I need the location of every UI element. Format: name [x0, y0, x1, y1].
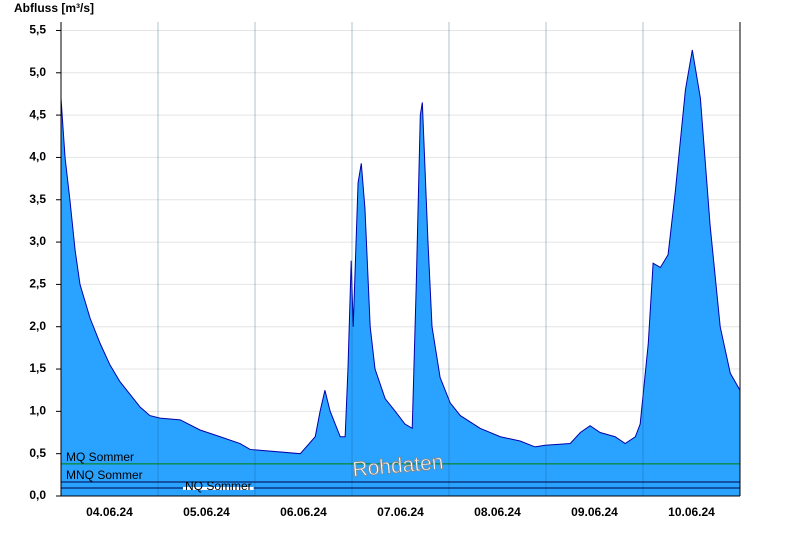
y-tick-label: 1,0: [29, 404, 46, 418]
x-tick-label: 08.06.24: [474, 505, 521, 519]
area-line: [60, 49, 741, 455]
x-tick-label: 09.06.24: [571, 505, 618, 519]
reference-label: NQ Sommer: [185, 479, 252, 493]
y-tick-label: 0,0: [29, 488, 46, 502]
x-tick-label: 05.06.24: [183, 505, 230, 519]
y-tick-label: 1,5: [29, 361, 46, 375]
y-tick-label: 4,5: [29, 107, 46, 121]
y-tick-label: 2,5: [29, 277, 46, 291]
y-axis-title: Abfluss [m³/s]: [14, 1, 94, 15]
reference-label: MNQ Sommer: [66, 468, 143, 482]
area: [61, 49, 740, 497]
x-tick-label: 06.06.24: [280, 505, 327, 519]
y-tick-label: 0,5: [29, 446, 46, 460]
y-tick-label: 4,0: [29, 150, 46, 164]
y-tick-label: 3,0: [29, 234, 46, 248]
y-tick-label: 3,5: [29, 192, 46, 206]
reference-label: MQ Sommer: [66, 450, 134, 464]
x-tick-label: 10.06.24: [668, 505, 715, 519]
reference-label-bg: [183, 486, 254, 490]
x-tick-label: 04.06.24: [86, 505, 133, 519]
y-tick-label: 5,5: [29, 23, 46, 37]
x-tick-label: 07.06.24: [377, 505, 424, 519]
y-tick-label: 5,0: [29, 65, 46, 79]
y-tick-label: 2,0: [29, 319, 46, 333]
